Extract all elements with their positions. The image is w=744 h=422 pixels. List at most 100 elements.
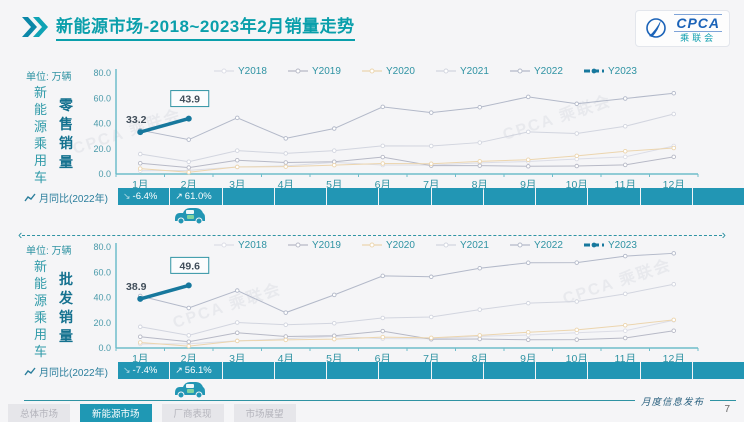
callout-first: 38.9 bbox=[126, 281, 147, 293]
callout-second: 43.9 bbox=[180, 94, 201, 106]
svg-text:20.0: 20.0 bbox=[93, 318, 111, 328]
yoy-cell-6 bbox=[379, 362, 431, 379]
page-title: 新能源市场-2018~2023年2月销量走势 bbox=[56, 12, 355, 41]
arrow-up-icon: ↗ bbox=[175, 365, 183, 375]
legend-label-Y2020: Y2020 bbox=[386, 66, 415, 77]
category-label: 新能源乘用车 bbox=[33, 259, 47, 359]
legend-label-Y2021: Y2021 bbox=[460, 66, 489, 77]
series-Y2021 bbox=[140, 113, 674, 163]
svg-text:60.0: 60.0 bbox=[93, 267, 111, 277]
yoy-bar-retail: ↘ -6.4% ↗ 61.0% bbox=[118, 188, 744, 205]
series-Y2020 bbox=[140, 319, 674, 347]
svg-text:60.0: 60.0 bbox=[93, 93, 111, 103]
yoy-cell-11 bbox=[640, 188, 692, 205]
svg-text:40.0: 40.0 bbox=[93, 293, 111, 303]
footer-tab-厂商表现[interactable]: 厂商表现 bbox=[161, 404, 224, 422]
callout-first: 33.2 bbox=[126, 114, 147, 126]
legend-label-Y2020: Y2020 bbox=[386, 240, 415, 251]
cpca-logo: CPCA 乘联会 bbox=[635, 10, 730, 47]
car-icon bbox=[175, 208, 205, 225]
yoy-cell-3 bbox=[222, 188, 274, 205]
series-Y2023 bbox=[139, 283, 190, 301]
callout-box bbox=[170, 90, 210, 108]
double-chevron-icon bbox=[22, 16, 48, 37]
svg-text:0.0: 0.0 bbox=[98, 343, 111, 353]
yoy-cell-8 bbox=[483, 188, 535, 205]
footer-divider bbox=[24, 400, 736, 401]
trend-icon bbox=[24, 367, 36, 375]
trend-icon bbox=[24, 193, 36, 201]
yoy-cell-4 bbox=[274, 188, 326, 205]
series-Y2021 bbox=[140, 283, 674, 336]
yoy-cell-1: ↘ -7.4% bbox=[118, 362, 170, 379]
legend-label-Y2023: Y2023 bbox=[608, 240, 637, 251]
legend-label-Y2022: Y2022 bbox=[534, 66, 563, 77]
yoy-cell-5 bbox=[327, 188, 379, 205]
measure-label-wholesale: 批发销量 bbox=[59, 271, 73, 344]
legend-label-Y2023: Y2023 bbox=[608, 66, 637, 77]
yoy-cell-12 bbox=[692, 362, 744, 379]
footer-tab-市场展望[interactable]: 市场展望 bbox=[233, 404, 296, 422]
svg-text:80.0: 80.0 bbox=[93, 68, 111, 78]
yoy-label: 月同比(2022年) bbox=[24, 363, 108, 380]
cpca-logo-name: 乘联会 bbox=[680, 33, 717, 43]
yoy-cell-9 bbox=[536, 362, 588, 379]
arrow-up-icon: ↗ bbox=[175, 191, 183, 201]
footer-tab-新能源市场[interactable]: 新能源市场 bbox=[80, 404, 152, 422]
legend-label-Y2021: Y2021 bbox=[460, 240, 489, 251]
arrow-left-icon: ‹ bbox=[18, 227, 23, 242]
svg-text:40.0: 40.0 bbox=[93, 119, 111, 129]
yoy-bar-wholesale: ↘ -7.4% ↗ 56.1% bbox=[118, 362, 744, 379]
series-Y2019 bbox=[140, 156, 674, 169]
yoy-cell-7 bbox=[431, 188, 483, 205]
yoy-cell-10 bbox=[588, 188, 640, 205]
callout-box bbox=[170, 256, 210, 274]
car-icon bbox=[175, 382, 205, 399]
footer-tabs: 总体市场 新能源市场 厂商表现 市场展望 bbox=[8, 404, 296, 422]
footer-publication: 月度信息发布 bbox=[634, 394, 710, 408]
timeline-double-arrow: ‹ › bbox=[18, 227, 726, 242]
legend-label-Y2019: Y2019 bbox=[312, 66, 341, 77]
yoy-cell-1: ↘ -6.4% bbox=[118, 188, 170, 205]
svg-text:80.0: 80.0 bbox=[93, 242, 111, 252]
series-Y2020 bbox=[140, 147, 674, 173]
page-number: 7 bbox=[724, 404, 730, 415]
yoy-cell-12 bbox=[692, 188, 744, 205]
series-Y2018 bbox=[140, 319, 674, 345]
wholesale-chart-section: 单位: 万辆 新能源乘用车 批发销量 0.0 20.0 40.0 60.0 80.0 1月… bbox=[0, 238, 744, 399]
yoy-cell-7 bbox=[431, 362, 483, 379]
dashed-line bbox=[22, 234, 722, 236]
unit-label: 单位: 万辆 bbox=[26, 72, 72, 83]
wholesale-line-chart: 0.020.040.060.080.01月 2月 3月 4月 5月 6月 7月 8月 9月 10月… bbox=[93, 240, 699, 365]
retail-chart-section: 单位: 万辆 新能源乘用车 零售销量 0.0 20.0 40.0 60.0 80.0 1月… bbox=[0, 64, 744, 225]
legend-label-Y2019: Y2019 bbox=[312, 240, 341, 251]
yoy-cell-3 bbox=[222, 362, 274, 379]
yoy-cell-2: ↗ 61.0% bbox=[170, 188, 222, 205]
series-Y2023 bbox=[139, 116, 190, 134]
series-Y2019 bbox=[140, 330, 674, 343]
arrow-right-icon: › bbox=[721, 227, 726, 242]
yoy-label: 月同比(2022年) bbox=[24, 189, 108, 206]
category-label: 新能源乘用车 bbox=[33, 85, 47, 185]
callout-second: 49.6 bbox=[180, 260, 201, 272]
retail-line-chart: 0.020.040.060.080.01月 2月 3月 4月 5月 6月 7月 8月 9月 10月… bbox=[93, 66, 699, 191]
yoy-cell-2: ↗ 56.1% bbox=[170, 362, 222, 379]
cpca-logo-acronym: CPCA bbox=[674, 14, 722, 32]
page-header: 新能源市场-2018~2023年2月销量走势 bbox=[22, 12, 355, 41]
yoy-cell-4 bbox=[274, 362, 326, 379]
legend-label-Y2018: Y2018 bbox=[238, 66, 267, 77]
yoy-cell-11 bbox=[640, 362, 692, 379]
legend-label-Y2022: Y2022 bbox=[534, 240, 563, 251]
yoy-cell-6 bbox=[379, 188, 431, 205]
footer-tab-总体市场[interactable]: 总体市场 bbox=[8, 404, 71, 422]
arrow-down-icon: ↘ bbox=[123, 191, 131, 201]
yoy-cell-8 bbox=[483, 362, 535, 379]
yoy-cell-5 bbox=[327, 362, 379, 379]
legend-label-Y2018: Y2018 bbox=[238, 240, 267, 251]
unit-label: 单位: 万辆 bbox=[26, 246, 72, 257]
series-Y2022 bbox=[140, 252, 674, 314]
svg-text:20.0: 20.0 bbox=[93, 144, 111, 154]
arrow-down-icon: ↘ bbox=[123, 365, 131, 375]
cpca-logo-icon bbox=[646, 17, 667, 38]
series-Y2018 bbox=[140, 145, 674, 172]
